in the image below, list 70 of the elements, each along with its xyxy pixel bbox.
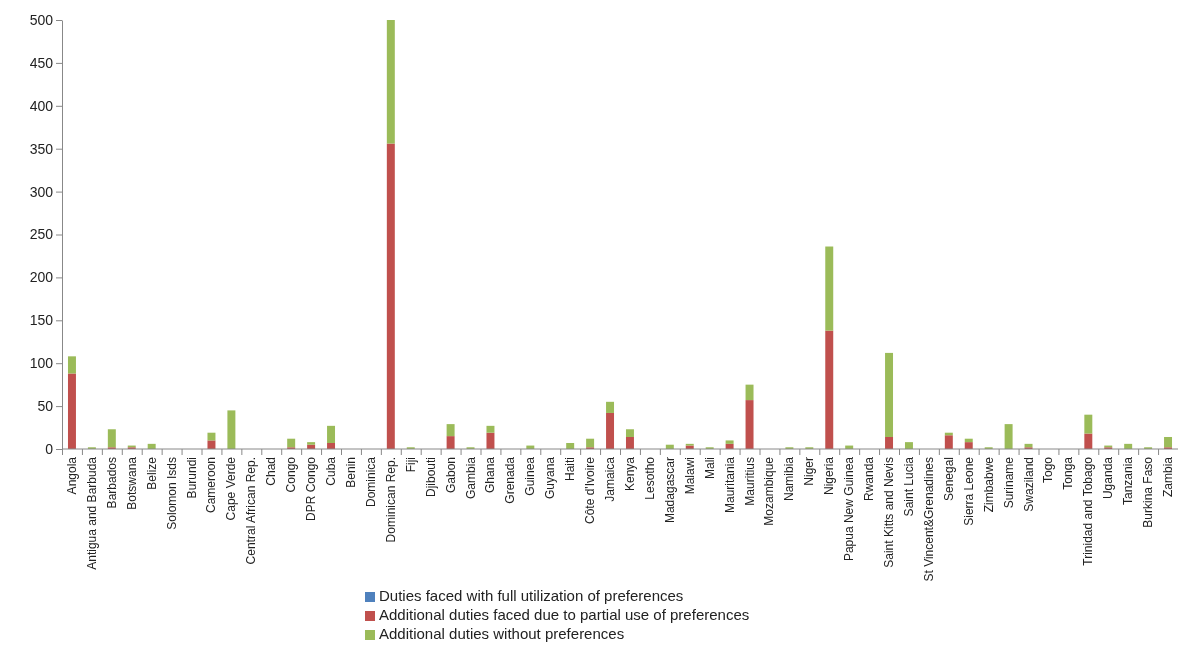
- x-tick-label: St Vincent&Grenadines: [921, 457, 936, 582]
- x-tick-label: Mauritania: [722, 456, 737, 514]
- x-tick-label: Solomon Isds: [164, 457, 179, 530]
- y-tick-label: 400: [29, 97, 54, 114]
- legend-label: Additional duties without preferences: [379, 625, 625, 642]
- x-tick-label: Benin: [343, 457, 358, 488]
- x-tick-label: Mali: [702, 457, 717, 480]
- x-tick-label: Suriname: [1001, 456, 1016, 509]
- legend-label: Additional duties faced due to partial use of preferences: [379, 606, 750, 623]
- x-tick-label: Grenada: [503, 456, 518, 504]
- y-tick-label: 50: [37, 398, 54, 415]
- x-tick-label: Swaziland: [1021, 457, 1036, 512]
- x-tick-label: Barbados: [104, 457, 119, 509]
- x-tick-label: Gambia: [463, 456, 478, 500]
- x-tick-label: Burundi: [184, 457, 199, 499]
- x-tick-label: Senegal: [941, 457, 956, 502]
- x-tick-label: Sierra Leone: [961, 456, 976, 526]
- x-tick-label: Niger: [802, 457, 817, 486]
- x-tick-label: Ghana: [483, 456, 498, 494]
- x-tick-label: Burkina Faso: [1141, 456, 1156, 528]
- x-tick-label: Zimbabwe: [981, 456, 996, 513]
- x-tick-label: DPR Congo: [304, 456, 319, 522]
- x-tick-label: Dominica: [363, 456, 378, 508]
- x-tick-label: Guyana: [543, 456, 558, 500]
- x-tick-label: Togo: [1041, 456, 1056, 484]
- x-tick-label: Uganda: [1101, 456, 1116, 500]
- y-tick-label: 300: [29, 183, 54, 200]
- x-tick-label: Belize: [144, 456, 159, 490]
- x-tick-label: Madagascar: [662, 457, 677, 524]
- x-tick-label: Fiji: [403, 457, 418, 473]
- x-tick-label: Tonga: [1061, 456, 1076, 490]
- x-tick-label: Nigeria: [822, 456, 837, 496]
- x-tick-label: Haiti: [563, 457, 578, 482]
- x-tick-label: Malawi: [682, 457, 697, 495]
- x-tick-label: Cuba: [324, 456, 339, 486]
- y-tick-label: 350: [29, 140, 54, 157]
- x-tick-label: Guinea: [523, 456, 538, 496]
- x-tick-label: Namibia: [782, 456, 797, 502]
- x-tick-label: Djibouti: [423, 457, 438, 498]
- x-tick-label: Saint Lucia: [901, 456, 916, 517]
- x-tick-label: Botswana: [124, 456, 139, 510]
- x-tick-label: Mauritius: [742, 457, 757, 506]
- x-tick-label: Saint Kitts and Nevis: [882, 457, 897, 568]
- x-tick-label: Côte d'Ivoire: [583, 456, 598, 524]
- y-tick-label: 250: [29, 226, 54, 243]
- y-tick-label: 450: [29, 54, 54, 71]
- y-tick-label: 200: [29, 269, 54, 286]
- x-tick-label: Dominican Rep.: [383, 457, 398, 543]
- y-tick-label: 500: [29, 11, 54, 28]
- y-tick-label: 100: [29, 355, 54, 372]
- x-tick-label: Congo: [284, 456, 299, 493]
- x-tick-label: Jamaica: [603, 456, 618, 502]
- x-tick-label: Antigua and Barbuda: [84, 456, 99, 570]
- x-tick-label: Central African Rep.: [244, 457, 259, 565]
- x-tick-label: Lesotho: [642, 456, 657, 500]
- legend-label: Duties faced with full utilization of preferences: [379, 587, 684, 604]
- x-tick-label: Trinidad and Tobago: [1081, 456, 1096, 566]
- x-tick-label: Angola: [64, 456, 79, 495]
- x-tick-label: Chad: [264, 457, 279, 486]
- x-tick-label: Rwanda: [862, 456, 877, 502]
- x-tick-label: Cape Verde: [224, 456, 239, 521]
- x-tick-label: Cameroon: [204, 457, 219, 514]
- x-tick-label: Kenya: [622, 456, 637, 492]
- x-tick-label: Tanzania: [1121, 456, 1136, 506]
- x-tick-label: Gabon: [443, 457, 458, 494]
- x-tick-label: Mozambique: [762, 456, 777, 526]
- y-tick-label: 0: [45, 440, 54, 457]
- x-tick-label: Zambia: [1161, 456, 1176, 498]
- y-tick-label: 150: [29, 312, 54, 329]
- x-tick-label: Papua New Guinea: [842, 456, 857, 562]
